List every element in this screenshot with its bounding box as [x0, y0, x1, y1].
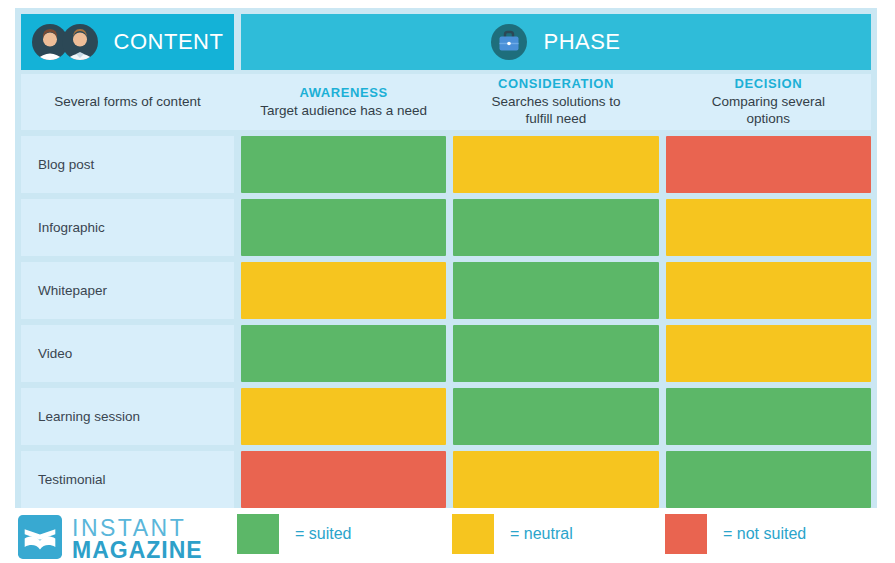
subheader-row: Several forms of content AWARENESS Targe…	[21, 74, 871, 130]
content-header: CONTENT	[21, 14, 234, 70]
matrix-cell	[241, 136, 446, 193]
matrix-cell	[453, 325, 658, 382]
phase-column-consideration: CONSIDERATION Searches solutions to fulf…	[453, 74, 658, 130]
matrix-cell	[666, 136, 871, 193]
matrix-cell	[666, 388, 871, 445]
matrix-cell	[666, 325, 871, 382]
brand-text: INSTANT MAGAZINE	[72, 517, 203, 561]
legend-label: = suited	[295, 525, 351, 543]
legend-item-not-suited: = not suited	[665, 514, 806, 554]
phase-header-label: PHASE	[543, 29, 620, 55]
matrix-cell	[453, 262, 658, 319]
brand-logo: INSTANT MAGAZINE	[18, 515, 203, 563]
phase-title: AWARENESS	[299, 85, 387, 100]
brand-line-instant: INSTANT	[72, 517, 203, 539]
matrix-cell	[453, 451, 658, 508]
matrix-cell	[241, 325, 446, 382]
phase-column-awareness: AWARENESS Target audience has a need	[241, 74, 446, 130]
briefcase-icon	[491, 24, 527, 60]
legend-swatch-suited	[237, 514, 279, 554]
table-row: Testimonial	[21, 451, 871, 508]
phase-description: Target audience has a need	[260, 103, 427, 120]
row-label: Video	[21, 325, 234, 382]
row-label: Blog post	[21, 136, 234, 193]
row-label: Testimonial	[21, 451, 234, 508]
matrix-cell	[453, 388, 658, 445]
phase-description: Searches solutions to fulfill need	[483, 94, 628, 128]
matrix-cell	[666, 199, 871, 256]
table-row: Infographic	[21, 199, 871, 256]
matrix-cell	[453, 136, 658, 193]
legend-label: = neutral	[510, 525, 573, 543]
legend-label: = not suited	[723, 525, 806, 543]
row-label: Whitepaper	[21, 262, 234, 319]
matrix-cell	[666, 262, 871, 319]
phase-title: DECISION	[734, 76, 802, 91]
people-icon	[32, 24, 98, 60]
legend-swatch-not-suited	[665, 514, 707, 554]
table-row: Blog post	[21, 136, 871, 193]
row-axis-label: Several forms of content	[21, 74, 234, 130]
legend-swatch-neutral	[452, 514, 494, 554]
matrix-cell	[241, 451, 446, 508]
content-header-label: CONTENT	[114, 29, 224, 55]
phase-column-decision: DECISION Comparing several options	[666, 74, 871, 130]
matrix-cell	[453, 199, 658, 256]
matrix-cell	[241, 262, 446, 319]
legend-item-neutral: = neutral	[452, 514, 573, 554]
brand-line-magazine: MAGAZINE	[72, 539, 203, 561]
phase-title: CONSIDERATION	[498, 76, 614, 91]
row-label: Learning session	[21, 388, 234, 445]
table-row: Video	[21, 325, 871, 382]
phase-header: PHASE	[241, 14, 871, 70]
footer: INSTANT MAGAZINE = suited = neutral = no…	[0, 508, 895, 563]
content-phase-matrix: CONTENT PHASE Several forms of content A…	[15, 8, 877, 508]
header-row: CONTENT PHASE	[21, 14, 871, 70]
table-row: Whitepaper	[21, 262, 871, 319]
matrix-cell	[241, 199, 446, 256]
row-label: Infographic	[21, 199, 234, 256]
legend-item-suited: = suited	[237, 514, 351, 554]
instant-magazine-logo-icon	[18, 515, 62, 563]
table-row: Learning session	[21, 388, 871, 445]
phase-description: Comparing several options	[711, 94, 826, 128]
matrix-cell	[241, 388, 446, 445]
matrix-cell	[666, 451, 871, 508]
